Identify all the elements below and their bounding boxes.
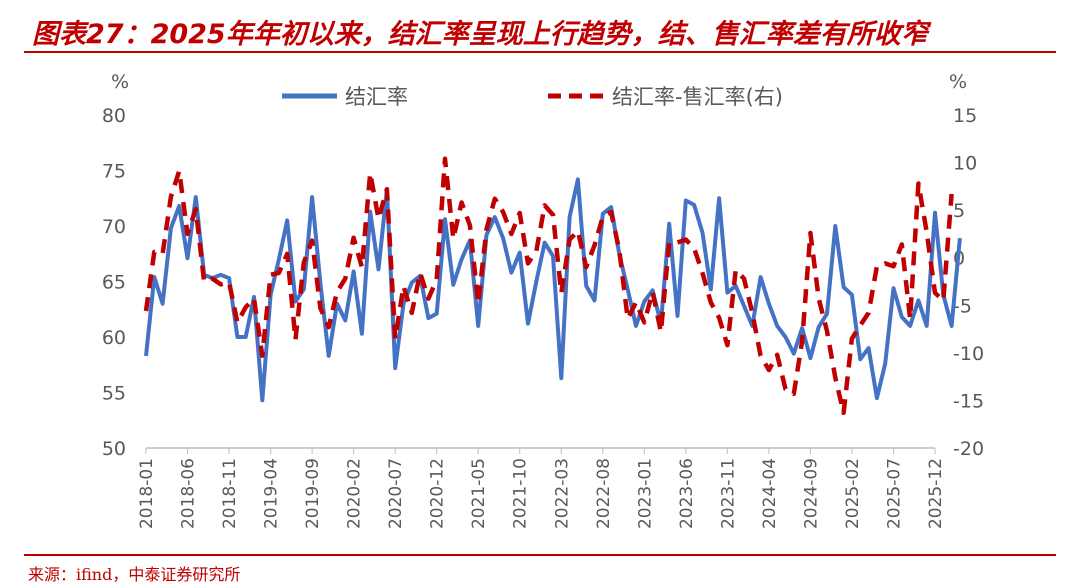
chart-title: 图表27：2025年年初以来，结汇率呈现上行趋势，结、售汇率差有所收窄 [32,19,928,50]
x-tick-label: 2019-09 [303,458,323,529]
left-tick-label: 70 [102,216,126,238]
title-divider [24,51,1056,53]
x-tick-label: 2020-07 [386,458,406,529]
series-line-0 [144,177,962,403]
x-tick-label: 2020-12 [428,458,448,529]
left-tick-label: 65 [102,272,126,294]
x-tick-label: 2018-01 [137,458,157,529]
x-tick-label: 2019-04 [262,458,282,529]
x-tick-label: 2024-04 [760,458,780,529]
left-tick-label: 80 [102,105,126,127]
left-tick-label: 60 [102,327,126,349]
x-tick-label: 2024-09 [801,458,821,529]
x-tick-label: 2022-03 [552,458,572,529]
right-tick-label: -20 [953,438,984,460]
x-tick-label: 2025-07 [884,458,904,529]
left-axis-unit: % [111,71,129,93]
legend: 结汇率 结汇率-售汇率(右) [282,85,783,109]
x-tick-label: 2018-11 [220,458,240,529]
left-tick-label: 75 [102,161,126,183]
right-tick-label: 15 [953,105,977,127]
x-tick-label: 2025-12 [926,458,946,529]
right-tick-label: -5 [953,295,972,317]
x-tick-label: 2023-01 [635,458,655,529]
right-axis-unit: % [949,71,967,93]
x-tick-label: 2021-05 [469,458,489,529]
x-tick-label: 2021-10 [511,458,531,529]
right-tick-label: 5 [953,200,965,222]
x-tick-label: 2023-06 [677,458,697,529]
left-tick-label: 50 [102,438,126,460]
x-tick-label: 2023-11 [718,458,738,529]
x-tick-label: 2022-08 [594,458,614,529]
right-tick-label: -10 [953,343,984,365]
right-tick-label: 10 [953,153,977,175]
series-line-1 [143,156,954,416]
legend-label-series-0: 结汇率 [345,85,408,109]
left-tick-label: 55 [102,383,126,405]
source-note: 来源：ifind，中泰证券研究所 [28,565,241,584]
right-tick-label: -15 [953,390,984,412]
x-tick-label: 2018-06 [179,458,199,529]
x-tick-label: 2025-02 [843,458,863,529]
legend-label-series-1: 结汇率-售汇率(右) [612,85,783,109]
source-divider [24,554,1056,556]
x-tick-label: 2020-02 [345,458,365,529]
